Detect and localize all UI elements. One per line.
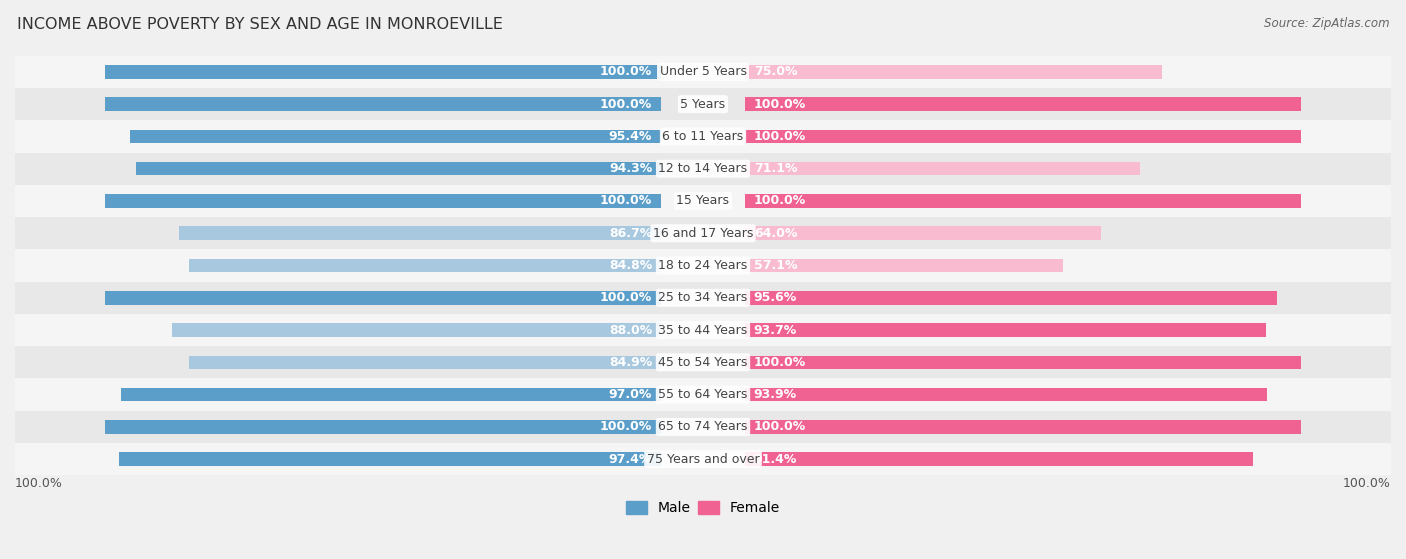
Text: 75.0%: 75.0% [754, 65, 797, 78]
Text: 100.0%: 100.0% [600, 65, 652, 78]
Bar [15, 411, 1391, 443]
Text: 100.0%: 100.0% [600, 195, 652, 207]
Text: 100.0%: 100.0% [754, 356, 806, 369]
Text: 45 to 54 Years: 45 to 54 Years [658, 356, 748, 369]
Bar [745, 226, 1101, 240]
Text: 97.4%: 97.4% [609, 453, 652, 466]
Text: 12 to 14 Years: 12 to 14 Years [658, 162, 748, 175]
Text: 25 to 34 Years: 25 to 34 Years [658, 291, 748, 304]
Bar [15, 120, 1391, 153]
Bar [15, 443, 1391, 475]
Text: INCOME ABOVE POVERTY BY SEX AND AGE IN MONROEVILLE: INCOME ABOVE POVERTY BY SEX AND AGE IN M… [17, 17, 503, 32]
Text: 100.0%: 100.0% [754, 130, 806, 143]
Bar [15, 185, 1391, 217]
Bar [131, 130, 661, 143]
Text: 93.7%: 93.7% [754, 324, 797, 337]
Bar [15, 249, 1391, 282]
Text: 100.0%: 100.0% [754, 420, 806, 433]
Text: 64.0%: 64.0% [754, 227, 797, 240]
Text: 100.0%: 100.0% [600, 98, 652, 111]
Text: 84.9%: 84.9% [609, 356, 652, 369]
Text: 100.0%: 100.0% [754, 195, 806, 207]
Legend: Male, Female: Male, Female [620, 496, 786, 521]
Text: 84.8%: 84.8% [609, 259, 652, 272]
Text: 86.7%: 86.7% [609, 227, 652, 240]
Text: 100.0%: 100.0% [1343, 477, 1391, 490]
Bar [188, 356, 661, 369]
Bar [172, 323, 661, 337]
Bar [15, 378, 1391, 411]
Bar [745, 323, 1267, 337]
Bar [15, 153, 1391, 185]
Bar [104, 97, 661, 111]
Bar [136, 162, 661, 176]
Bar [104, 65, 661, 79]
Bar [15, 88, 1391, 120]
Text: 75 Years and over: 75 Years and over [647, 453, 759, 466]
Text: 18 to 24 Years: 18 to 24 Years [658, 259, 748, 272]
Text: 5 Years: 5 Years [681, 98, 725, 111]
Text: 88.0%: 88.0% [609, 324, 652, 337]
Text: 16 and 17 Years: 16 and 17 Years [652, 227, 754, 240]
Bar [745, 65, 1163, 79]
Bar [745, 388, 1267, 401]
Bar [745, 97, 1302, 111]
Text: 57.1%: 57.1% [754, 259, 797, 272]
Text: 93.9%: 93.9% [754, 388, 797, 401]
Bar [745, 162, 1140, 176]
Text: 100.0%: 100.0% [600, 420, 652, 433]
Bar [121, 388, 661, 401]
Text: 100.0%: 100.0% [15, 477, 63, 490]
Text: Source: ZipAtlas.com: Source: ZipAtlas.com [1264, 17, 1389, 30]
Bar [190, 259, 661, 272]
Bar [15, 217, 1391, 249]
Text: Under 5 Years: Under 5 Years [659, 65, 747, 78]
Bar [745, 420, 1302, 434]
Text: 6 to 11 Years: 6 to 11 Years [662, 130, 744, 143]
Bar [745, 291, 1277, 305]
Bar [120, 452, 661, 466]
Bar [745, 356, 1302, 369]
Bar [745, 452, 1253, 466]
Text: 91.4%: 91.4% [754, 453, 797, 466]
Bar [745, 130, 1302, 143]
Bar [745, 259, 1063, 272]
Bar [104, 420, 661, 434]
Text: 100.0%: 100.0% [754, 98, 806, 111]
Bar [15, 314, 1391, 346]
Bar [15, 346, 1391, 378]
Bar [15, 56, 1391, 88]
Text: 100.0%: 100.0% [600, 291, 652, 304]
Text: 15 Years: 15 Years [676, 195, 730, 207]
Bar [745, 194, 1302, 208]
Text: 95.4%: 95.4% [609, 130, 652, 143]
Text: 65 to 74 Years: 65 to 74 Years [658, 420, 748, 433]
Bar [104, 194, 661, 208]
Text: 71.1%: 71.1% [754, 162, 797, 175]
Bar [179, 226, 661, 240]
Text: 55 to 64 Years: 55 to 64 Years [658, 388, 748, 401]
Bar [104, 291, 661, 305]
Text: 95.6%: 95.6% [754, 291, 797, 304]
Text: 94.3%: 94.3% [609, 162, 652, 175]
Text: 35 to 44 Years: 35 to 44 Years [658, 324, 748, 337]
Bar [15, 282, 1391, 314]
Text: 97.0%: 97.0% [609, 388, 652, 401]
